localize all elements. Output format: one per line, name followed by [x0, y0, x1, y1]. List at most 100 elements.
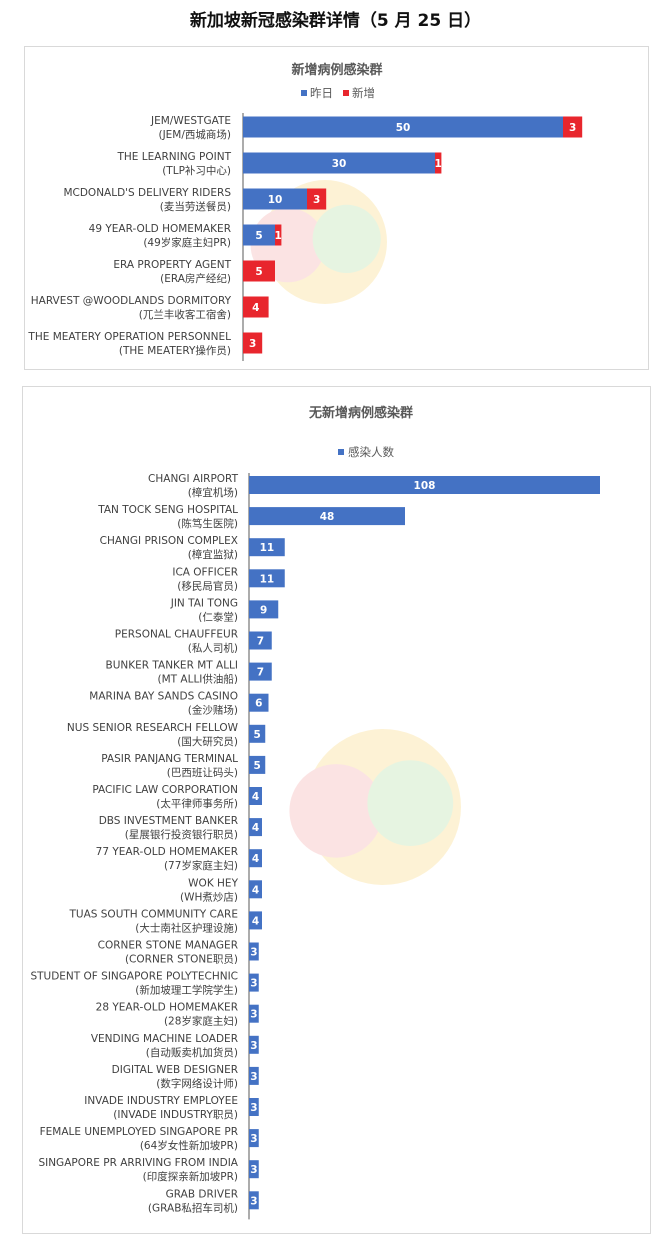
bar-new: [275, 224, 282, 246]
category-label-en: JEM/WESTGATE: [150, 115, 231, 127]
bar-new: [435, 152, 442, 174]
bar-new: [307, 188, 327, 210]
data-label: 5: [253, 729, 260, 741]
category-label-cn: (JEM/西城商场): [158, 128, 231, 141]
bar: [249, 1160, 259, 1179]
bar: [249, 849, 262, 868]
data-label: 3: [313, 194, 320, 206]
category-label-cn: (64岁女性新加坡PR): [140, 1139, 238, 1152]
legend-swatch-2: [343, 90, 349, 96]
bar: [249, 600, 279, 619]
category-label-en: STUDENT OF SINGAPORE POLYTECHNIC: [30, 971, 238, 983]
category-label-en: INVADE INDUSTRY EMPLOYEE: [84, 1095, 238, 1107]
data-label: 4: [252, 884, 259, 896]
data-label: 1: [435, 158, 442, 170]
category-label-cn: (印度探亲新加坡PR): [143, 1170, 238, 1183]
bar: [249, 1098, 259, 1116]
data-label: 5: [255, 230, 262, 242]
bar: [249, 755, 266, 774]
bar: [249, 569, 285, 588]
data-label: 3: [249, 338, 256, 350]
bar-yesterday: [243, 116, 563, 138]
data-label: 7: [257, 667, 264, 679]
category-label-en: WOK HEY: [188, 877, 238, 889]
data-label: 5: [253, 760, 260, 772]
bar: [249, 1191, 259, 1210]
category-label-cn: (樟宜机场): [188, 486, 238, 499]
category-label-en: TAN TOCK SENG HOSPITAL: [97, 504, 238, 516]
category-label-cn: (国大研究员): [177, 735, 238, 748]
data-label: 11: [260, 573, 275, 585]
category-label-cn: (TLP补习中心): [162, 164, 231, 177]
bar: [249, 942, 259, 961]
chart-title: 新增病例感染群: [291, 62, 382, 78]
data-label: 1: [275, 230, 282, 242]
category-label-en: THE LEARNING POINT: [117, 151, 232, 163]
category-label-cn: (新加坡理工学院学生): [135, 984, 238, 997]
category-label-cn: (陈笃生医院): [177, 517, 238, 530]
category-label-cn: (数字网络设计师): [156, 1077, 238, 1090]
legend-swatch-1: [301, 90, 307, 96]
data-label: 6: [255, 698, 262, 710]
category-label-en: ICA OFFICER: [172, 566, 238, 578]
category-label-en: PERSONAL CHAUFFEUR: [115, 629, 238, 641]
category-label-en: CORNER STONE MANAGER: [98, 940, 238, 952]
category-label-en: ERA PROPERTY AGENT: [113, 259, 231, 271]
bar-new: [243, 296, 269, 318]
data-label: 3: [250, 1102, 257, 1114]
bar: [249, 973, 259, 992]
category-label-en: VENDING MACHINE LOADER: [91, 1033, 238, 1045]
bar-new: [243, 260, 275, 282]
category-label-en: MCDONALD'S DELIVERY RIDERS: [63, 187, 231, 199]
bar: [249, 693, 269, 712]
page-title: 新加坡新冠感染群详情（5 月 25 日）: [189, 11, 482, 31]
legend-swatch: [338, 449, 344, 455]
category-label-cn: (THE MEATERY操作员): [119, 344, 231, 357]
category-label-cn: (樟宜监狱): [188, 548, 238, 561]
category-label-cn: (INVADE INDUSTRY职员): [113, 1109, 238, 1121]
data-label: 7: [257, 636, 264, 648]
category-label-cn: (77岁家庭主妇): [164, 859, 238, 872]
data-label: 3: [250, 1040, 257, 1052]
category-label-cn: (自动贩卖机加货员): [146, 1046, 238, 1059]
legend-label: 感染人数: [348, 445, 394, 459]
bar-yesterday: [243, 224, 275, 246]
data-label: 11: [260, 542, 275, 554]
category-label-en: PACIFIC LAW CORPORATION: [92, 784, 238, 796]
bar: [249, 787, 262, 805]
bar: [249, 476, 600, 494]
legend-label-1: 昨日: [310, 86, 333, 100]
bar: [249, 507, 405, 526]
data-label: 4: [252, 302, 259, 314]
category-label-cn: (49岁家庭主妇PR): [143, 236, 231, 249]
category-label-cn: (MT ALLI供油船): [158, 673, 238, 686]
data-label: 48: [320, 511, 335, 523]
category-label-cn: (金沙赌场): [188, 704, 238, 717]
category-label-cn: (CORNER STONE职员): [125, 954, 238, 966]
data-label: 3: [250, 1133, 257, 1145]
new-cases-chart-panel: 新增病例感染群昨日 新增 JEM/WESTGATE (JEM/西城商场) 50 3 THE …: [24, 46, 649, 370]
category-label-en: BUNKER TANKER MT ALLI: [106, 660, 238, 672]
category-label-cn: (WH煮炒店): [180, 890, 238, 903]
no-new-cases-chart-panel: 无新增病例感染群感染人数 CHANGI AIRPORT (樟宜机场) 108 TAN T…: [22, 386, 651, 1234]
category-label-en: HARVEST @WOODLANDS DORMITORY: [31, 295, 232, 307]
bar: [249, 911, 262, 930]
data-label: 108: [414, 480, 436, 492]
bar: [249, 538, 285, 557]
category-label-en: DBS INVESTMENT BANKER: [99, 815, 238, 827]
category-label-en: 77 YEAR-OLD HOMEMAKER: [96, 846, 238, 858]
data-label: 4: [252, 915, 259, 927]
category-label-en: CHANGI AIRPORT: [148, 473, 239, 485]
category-label-en: 49 YEAR-OLD HOMEMAKER: [89, 223, 231, 235]
category-label-en: DIGITAL WEB DESIGNER: [112, 1064, 238, 1076]
chart-title: 无新增病例感染群: [308, 405, 413, 421]
category-label-cn: (ERA房产经纪): [160, 272, 231, 285]
data-label: 3: [250, 1195, 257, 1207]
category-label-cn: (星展银行投资银行职员): [125, 828, 238, 841]
legend-label-2: 新增: [352, 86, 375, 100]
category-label-en: THE MEATERY OPERATION PERSONNEL: [27, 331, 231, 343]
data-label: 50: [396, 122, 411, 134]
bar-new: [563, 116, 583, 138]
category-label-en: NUS SENIOR RESEARCH FELLOW: [67, 722, 239, 734]
data-label: 10: [268, 194, 283, 206]
